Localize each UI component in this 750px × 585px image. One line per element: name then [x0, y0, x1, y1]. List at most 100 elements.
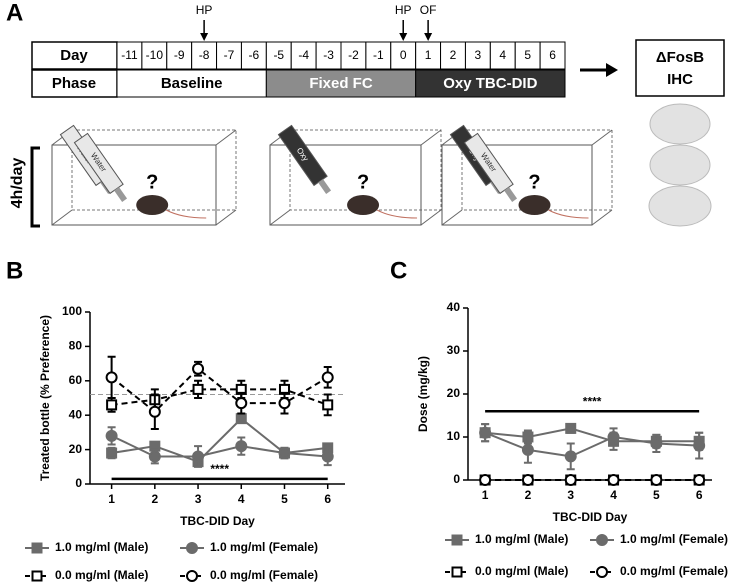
outcome-text: IHC [667, 71, 693, 88]
phase-cell [265, 69, 417, 98]
panel-label: C [390, 257, 407, 284]
timepoint-arrowhead [399, 33, 408, 41]
data-point [693, 474, 706, 486]
data-point [148, 405, 161, 418]
day-cell [539, 41, 566, 70]
data-point [235, 440, 248, 453]
legend-marker [596, 534, 608, 546]
timepoint-arrowhead [424, 33, 433, 41]
data-point [321, 450, 334, 463]
data-point [106, 447, 118, 459]
significance-label: **** [210, 462, 229, 476]
data-point [479, 426, 492, 439]
data-point [192, 362, 205, 375]
cage-edge [591, 129, 613, 146]
timepoint-label: OF [420, 3, 437, 17]
session-label: 4h/day [9, 158, 26, 209]
data-point [564, 450, 577, 463]
data-point [693, 439, 706, 452]
cage-edge [591, 209, 613, 226]
outcome-box [635, 39, 725, 97]
data-point [278, 447, 291, 460]
day-label: 2 [450, 48, 457, 62]
legend-marker [31, 570, 43, 582]
y-tick-label: 80 [69, 339, 83, 353]
phase-label: Baseline [161, 75, 223, 92]
y-tick-label: 40 [69, 407, 83, 421]
day-cell [240, 41, 267, 70]
legend-label: 1.0 mg/ml (Female) [210, 540, 318, 554]
x-tick-label: 6 [696, 488, 703, 502]
y-tick-label: 0 [453, 472, 460, 486]
mouse-tail [376, 209, 418, 219]
cages: ?WaterWater?Oxy?OxyWater [51, 124, 613, 226]
data-point [521, 443, 534, 456]
phase-header: Phase [52, 75, 96, 92]
legend-marker [596, 566, 608, 578]
legend-marker [451, 534, 463, 546]
y-tick-label: 20 [69, 442, 83, 456]
day-label: 4 [499, 48, 506, 62]
bottle: Oxy [277, 124, 332, 194]
brain-slice [649, 103, 711, 145]
brain-slice [649, 144, 711, 186]
legend-marker [451, 566, 463, 578]
day-label: -2 [348, 48, 359, 62]
mouse-tail [165, 209, 207, 219]
x-tick-label: 1 [482, 488, 489, 502]
x-axis-label: TBC-DID Day [180, 514, 255, 528]
data-point [521, 474, 534, 486]
data-point [105, 429, 118, 442]
series-line [484, 431, 700, 458]
y-tick-label: 100 [62, 304, 82, 318]
mouse [518, 195, 551, 215]
day-label: -3 [323, 48, 334, 62]
legend-label: 0.0 mg/ml (Male) [475, 564, 568, 578]
data-point [650, 474, 663, 486]
data-point [650, 437, 663, 450]
bottle: Water [73, 132, 128, 202]
y-axis-label: Dose (mg/kg) [416, 356, 430, 432]
day-cell [464, 41, 491, 70]
data-point [479, 474, 492, 486]
day-cell [290, 41, 317, 70]
data-point [322, 399, 334, 411]
x-tick-label: 6 [324, 492, 331, 506]
day-label: -1 [373, 48, 384, 62]
question-mark: ? [357, 171, 369, 193]
bottle-nozzle [318, 179, 332, 194]
data-point [564, 474, 577, 486]
series-line [485, 427, 700, 443]
brain-slices [648, 103, 712, 227]
data-point [565, 422, 577, 434]
data-point [192, 450, 205, 463]
day-label: -5 [273, 48, 284, 62]
data-point [192, 383, 204, 395]
legend-label: 0.0 mg/ml (Female) [210, 568, 318, 582]
cage-edge [441, 209, 463, 226]
y-tick-label: 40 [447, 300, 461, 314]
cage-edge [269, 209, 291, 226]
significance-label: **** [583, 394, 602, 408]
day-label: 6 [549, 48, 556, 62]
x-axis-label: TBC-DID Day [553, 510, 628, 524]
day-label: 3 [475, 48, 482, 62]
day-cell [191, 41, 218, 70]
bottle-nozzle [114, 187, 128, 202]
data-point [607, 431, 620, 443]
day-cell [216, 41, 242, 70]
cage-front [51, 144, 217, 226]
x-tick-label: 3 [195, 492, 202, 506]
mouse [136, 195, 169, 215]
legend-label: 1.0 mg/ml (Male) [55, 540, 148, 554]
data-point [106, 399, 118, 411]
timepoint-label: HP [196, 3, 213, 17]
y-tick-label: 0 [75, 476, 82, 490]
series-line [110, 367, 329, 414]
day-label: -4 [298, 48, 309, 62]
legend-label: 1.0 mg/ml (Male) [475, 532, 568, 546]
phase-label: Oxy TBC-DID [443, 75, 537, 92]
